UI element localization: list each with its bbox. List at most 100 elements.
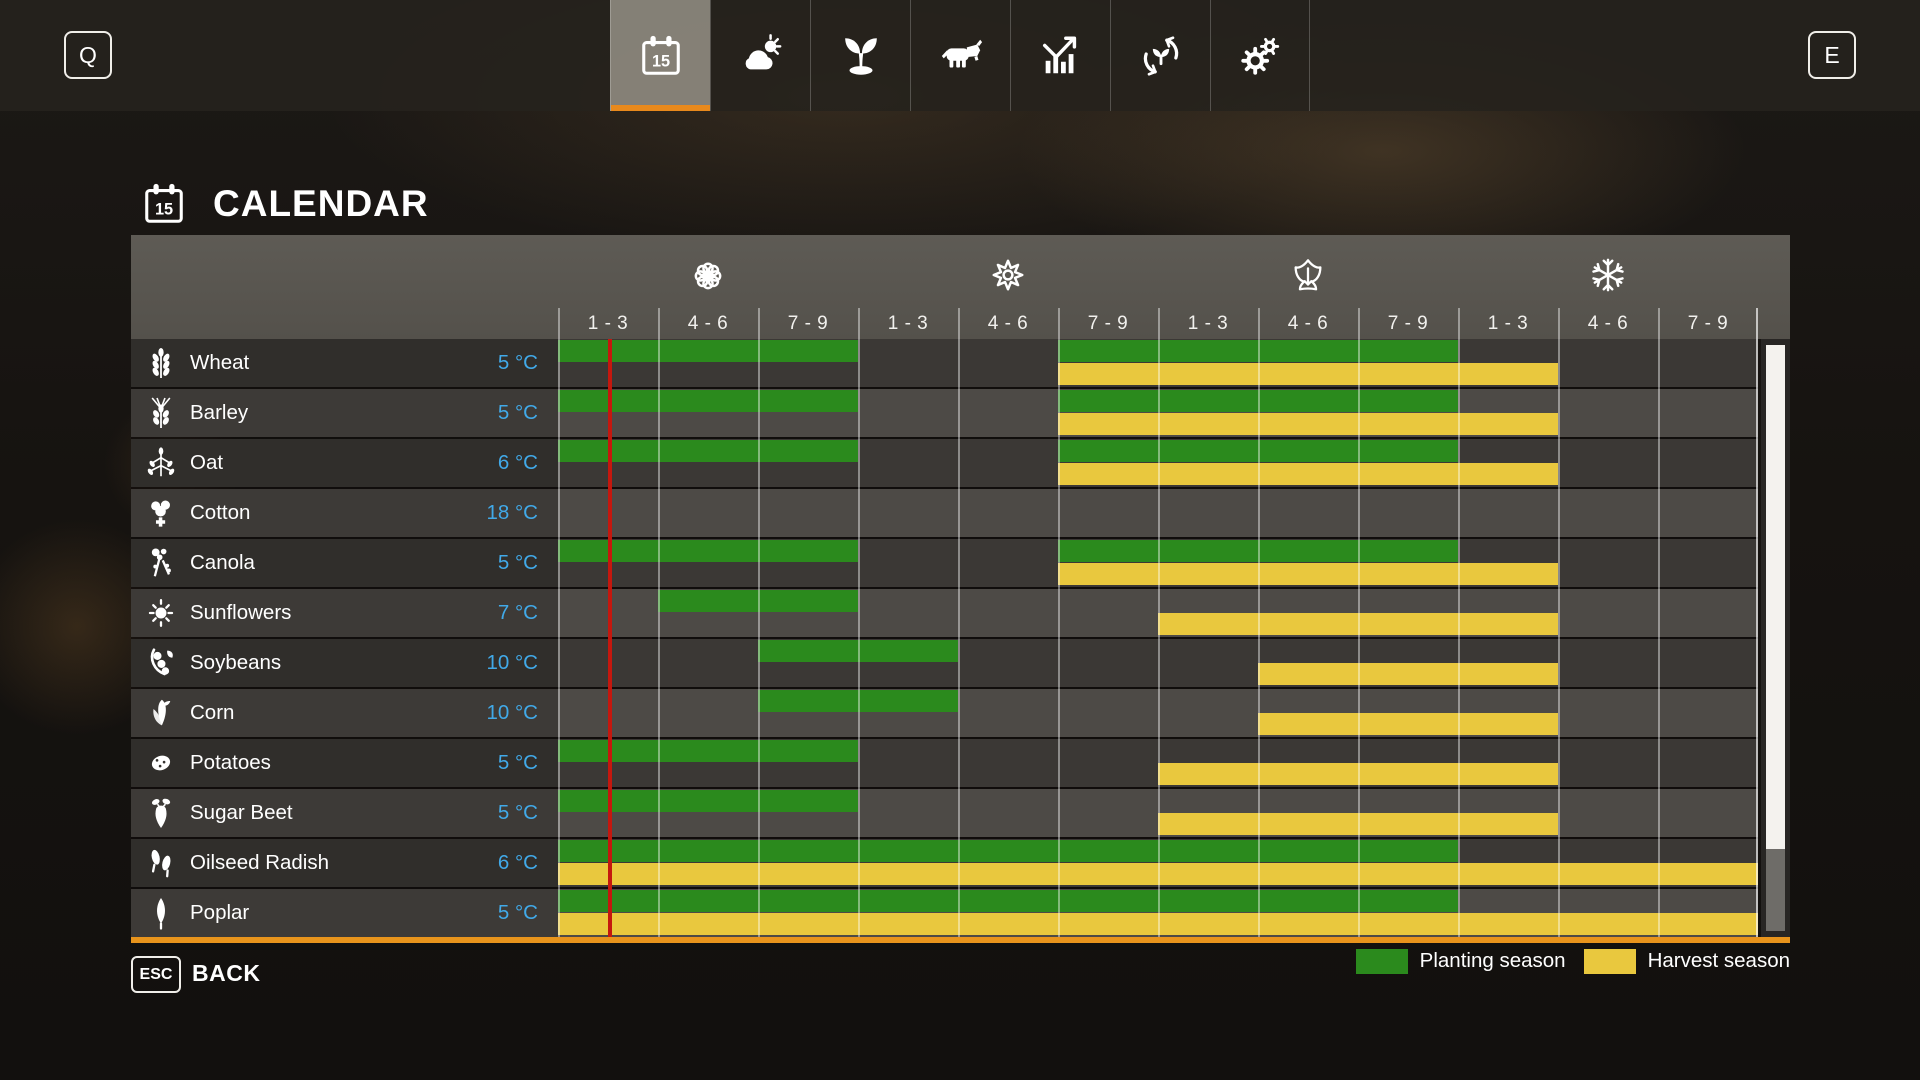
crop-name: Oat xyxy=(190,451,224,474)
barley-icon xyxy=(144,394,178,432)
key-hint-e[interactable]: E xyxy=(1808,31,1856,79)
crop-row-label-cell: Corn 10 °C xyxy=(131,689,558,737)
poplar-icon xyxy=(144,894,178,932)
wheat-icon xyxy=(144,344,178,382)
crop-min-temperature: 5 °C xyxy=(497,801,538,824)
planting-season-bar xyxy=(758,690,958,712)
period-label: 4 - 6 xyxy=(987,312,1029,334)
crop-name: Barley xyxy=(190,401,249,424)
crop-row-season-chart xyxy=(558,789,1758,837)
tab-animals[interactable] xyxy=(910,0,1010,111)
svg-text:15: 15 xyxy=(155,201,173,219)
harvest-season-bar xyxy=(558,913,1758,935)
scrollbar-track[interactable] xyxy=(1766,849,1785,931)
crop-row: Cotton 18 °C xyxy=(131,489,1758,539)
crop-row-season-chart xyxy=(558,689,1758,737)
crop-row-season-chart xyxy=(558,639,1758,687)
crop-row: Sugar Beet 5 °C xyxy=(131,789,1758,839)
planting-season-swatch xyxy=(1355,948,1408,974)
crop-name: Potatoes xyxy=(190,751,271,774)
crop-min-temperature: 5 °C xyxy=(497,751,538,774)
harvest-season-bar xyxy=(1158,813,1558,835)
crop-row-season-chart xyxy=(558,339,1758,387)
crop-name: Oilseed Radish xyxy=(190,851,330,874)
crop-name: Sugar Beet xyxy=(190,801,293,824)
cow-icon xyxy=(938,33,984,79)
sun-icon xyxy=(989,256,1027,294)
tab-weather[interactable] xyxy=(710,0,810,111)
crop-min-temperature: 6 °C xyxy=(497,451,538,474)
crop-row-season-chart xyxy=(558,539,1758,587)
crop-row: Wheat 5 °C xyxy=(131,339,1758,389)
harvest-season-bar xyxy=(1258,713,1558,735)
calendar-body: Wheat 5 °C Barley 5 °C Oat 6 °C Cotton 18 °C Can… xyxy=(131,308,1790,937)
period-label: 4 - 6 xyxy=(1287,312,1329,334)
planting-season-bar xyxy=(558,390,858,412)
current-date-line xyxy=(608,339,612,937)
key-hint-q-label: Q xyxy=(79,41,97,68)
top-bar: Q 15 E xyxy=(0,0,1920,111)
tab-settings[interactable] xyxy=(1210,0,1310,111)
crop-rows: Wheat 5 °C Barley 5 °C Oat 6 °C Cotton 18 °C Can… xyxy=(131,339,1758,937)
period-labels-row: 1 - 3 4 - 6 7 - 9 1 - 3 4 - 6 7 - 9 1 - 3 4 - 6… xyxy=(558,308,1758,339)
flower-icon xyxy=(689,256,727,294)
planting-season-bar xyxy=(1058,390,1458,412)
planting-season-bar xyxy=(558,740,858,762)
tab-finances[interactable] xyxy=(1010,0,1110,111)
cotton-icon xyxy=(144,494,178,532)
harvest-season-bar xyxy=(1058,563,1558,585)
crop-row: Sunflowers 7 °C xyxy=(131,589,1758,639)
key-hint-q[interactable]: Q xyxy=(64,31,112,79)
sunflower-icon xyxy=(144,594,178,632)
crop-row-season-chart xyxy=(558,839,1758,887)
crop-name: Canola xyxy=(190,551,255,574)
crop-row-season-chart xyxy=(558,489,1758,537)
crop-row: Oat 6 °C xyxy=(131,439,1758,489)
key-hint-esc[interactable]: ESC xyxy=(131,956,181,993)
legend: Planting season Harvest season xyxy=(1355,948,1790,974)
crop-row: Corn 10 °C xyxy=(131,689,1758,739)
period-label: 7 - 9 xyxy=(1387,312,1429,334)
tab-calendar[interactable]: 15 xyxy=(610,0,710,111)
tab-crops[interactable] xyxy=(810,0,910,111)
crop-row-label-cell: Sugar Beet 5 °C xyxy=(131,789,558,837)
tab-crop-rotation[interactable] xyxy=(1110,0,1210,111)
planting-season-bar xyxy=(558,340,858,362)
crop-name: Cotton xyxy=(190,501,251,524)
planting-season-bar xyxy=(558,890,1458,912)
seedling-icon xyxy=(838,33,884,79)
crop-row: Potatoes 5 °C xyxy=(131,739,1758,789)
planting-season-bar xyxy=(758,640,958,662)
crop-min-temperature: 5 °C xyxy=(497,351,538,374)
weather-icon xyxy=(738,33,784,79)
crop-row-season-chart xyxy=(558,389,1758,437)
back-label[interactable]: BACK xyxy=(192,960,261,986)
period-label: 7 - 9 xyxy=(1087,312,1129,334)
planting-season-bar xyxy=(558,440,858,462)
planting-season-bar xyxy=(1058,540,1458,562)
crop-min-temperature: 5 °C xyxy=(497,901,538,924)
crop-rotation-icon xyxy=(1138,33,1184,79)
period-label: 1 - 3 xyxy=(587,312,629,334)
planting-season-bar xyxy=(1058,340,1458,362)
harvest-season-bar xyxy=(558,863,1758,885)
harvest-season-bar xyxy=(1058,463,1558,485)
crop-min-temperature: 7 °C xyxy=(497,601,538,624)
planting-season-bar xyxy=(1058,440,1458,462)
potatoes-icon xyxy=(144,744,178,782)
crop-name: Wheat xyxy=(190,351,250,374)
scrollbar[interactable] xyxy=(1761,339,1790,937)
calendar-15-icon: 15 xyxy=(638,33,684,79)
harvest-season-bar xyxy=(1158,763,1558,785)
planting-season-bar xyxy=(558,790,858,812)
page-title-row: 15 CALENDAR xyxy=(141,181,429,227)
scrollbar-thumb[interactable] xyxy=(1766,345,1785,849)
calendar-15-icon: 15 xyxy=(141,181,187,227)
crop-row: Canola 5 °C xyxy=(131,539,1758,589)
crop-row-label-cell: Potatoes 5 °C xyxy=(131,739,558,787)
period-label: 7 - 9 xyxy=(787,312,829,334)
period-label: 7 - 9 xyxy=(1687,312,1729,334)
crop-row-label-cell: Cotton 18 °C xyxy=(131,489,558,537)
corn-icon xyxy=(144,694,178,732)
